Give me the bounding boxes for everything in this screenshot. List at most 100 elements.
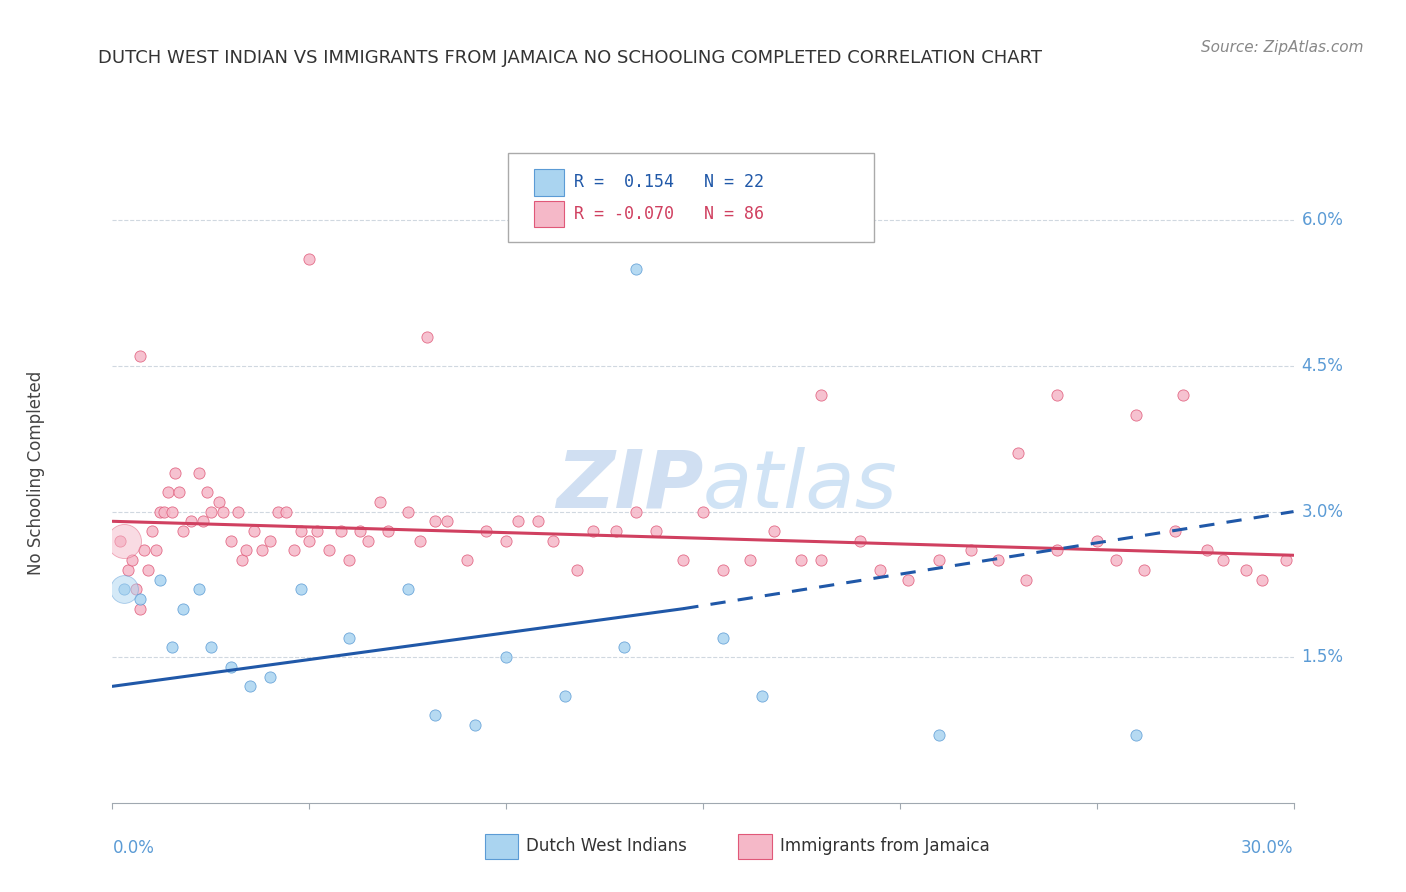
Point [711, 563, 734, 577]
Point [156, 485, 179, 500]
Point [1212, 553, 1234, 567]
Point [243, 524, 266, 538]
Point [200, 505, 222, 519]
Point [357, 533, 380, 548]
Point [425, 708, 447, 723]
Point [145, 543, 167, 558]
Point [762, 524, 785, 538]
Point [849, 533, 872, 548]
Point [136, 563, 159, 577]
Point [526, 514, 548, 528]
Point [337, 631, 360, 645]
Point [672, 553, 695, 567]
Point [711, 631, 734, 645]
Point [318, 543, 340, 558]
Text: DUTCH WEST INDIAN VS IMMIGRANTS FROM JAMAICA NO SCHOOLING COMPLETED CORRELATION : DUTCH WEST INDIAN VS IMMIGRANTS FROM JAM… [98, 49, 1042, 67]
Point [329, 524, 352, 538]
Point [149, 505, 172, 519]
Point [274, 505, 297, 519]
Point [751, 689, 773, 703]
Point [396, 505, 419, 519]
Point [188, 582, 211, 597]
Point [165, 466, 187, 480]
Point [219, 660, 242, 674]
Point [644, 524, 666, 538]
Point [152, 505, 174, 519]
Point [1125, 408, 1147, 422]
FancyBboxPatch shape [534, 201, 564, 227]
Point [228, 505, 250, 519]
Point [1274, 553, 1296, 567]
Point [464, 718, 486, 732]
Point [250, 543, 273, 558]
FancyBboxPatch shape [485, 834, 517, 859]
Point [1125, 728, 1147, 742]
Point [408, 533, 430, 548]
Point [121, 553, 143, 567]
Point [283, 543, 305, 558]
Point [740, 553, 762, 567]
Point [396, 582, 419, 597]
Point [495, 533, 517, 548]
Point [790, 553, 813, 567]
Point [149, 573, 172, 587]
Point [160, 505, 183, 519]
Point [172, 601, 194, 615]
Point [169, 485, 191, 500]
Point [180, 514, 202, 528]
Point [307, 524, 329, 538]
Text: 30.0%: 30.0% [1241, 839, 1294, 857]
Point [928, 553, 950, 567]
Point [172, 524, 194, 538]
Point [1085, 533, 1108, 548]
Text: Dutch West Indians: Dutch West Indians [526, 838, 686, 855]
Point [605, 524, 627, 538]
Point [211, 505, 233, 519]
Point [195, 485, 218, 500]
Point [692, 505, 714, 519]
Point [1251, 573, 1274, 587]
Point [377, 524, 399, 538]
Point [1234, 563, 1257, 577]
Point [543, 533, 565, 548]
Point [368, 495, 391, 509]
Point [928, 728, 950, 742]
Point [208, 495, 231, 509]
Point [1195, 543, 1218, 558]
Point [200, 640, 222, 655]
Point [298, 252, 321, 267]
Text: Immigrants from Jamaica: Immigrants from Jamaica [780, 838, 990, 855]
Point [624, 505, 647, 519]
Text: No Schooling Completed: No Schooling Completed [27, 371, 45, 574]
Text: 6.0%: 6.0% [1302, 211, 1343, 229]
Text: 4.5%: 4.5% [1302, 357, 1343, 375]
Point [239, 679, 262, 693]
Point [1046, 543, 1069, 558]
Point [897, 573, 920, 587]
Point [112, 533, 135, 548]
Point [554, 689, 576, 703]
Text: Source: ZipAtlas.com: Source: ZipAtlas.com [1201, 40, 1364, 55]
Point [235, 543, 257, 558]
Point [141, 524, 163, 538]
Point [349, 524, 371, 538]
Text: 0.0%: 0.0% [112, 839, 155, 857]
Point [1046, 388, 1069, 402]
Text: R = -0.070   N = 86: R = -0.070 N = 86 [574, 205, 765, 223]
Point [416, 330, 439, 344]
Point [506, 514, 529, 528]
Point [231, 553, 253, 567]
Point [267, 505, 290, 519]
Point [565, 563, 588, 577]
Text: atlas: atlas [703, 447, 898, 525]
Point [869, 563, 891, 577]
Point [1105, 553, 1128, 567]
Point [132, 543, 155, 558]
Point [613, 640, 636, 655]
Point [298, 533, 321, 548]
Point [112, 582, 135, 597]
Point [456, 553, 478, 567]
Point [436, 514, 458, 528]
Point [1015, 573, 1038, 587]
Text: R =  0.154   N = 22: R = 0.154 N = 22 [574, 173, 765, 191]
